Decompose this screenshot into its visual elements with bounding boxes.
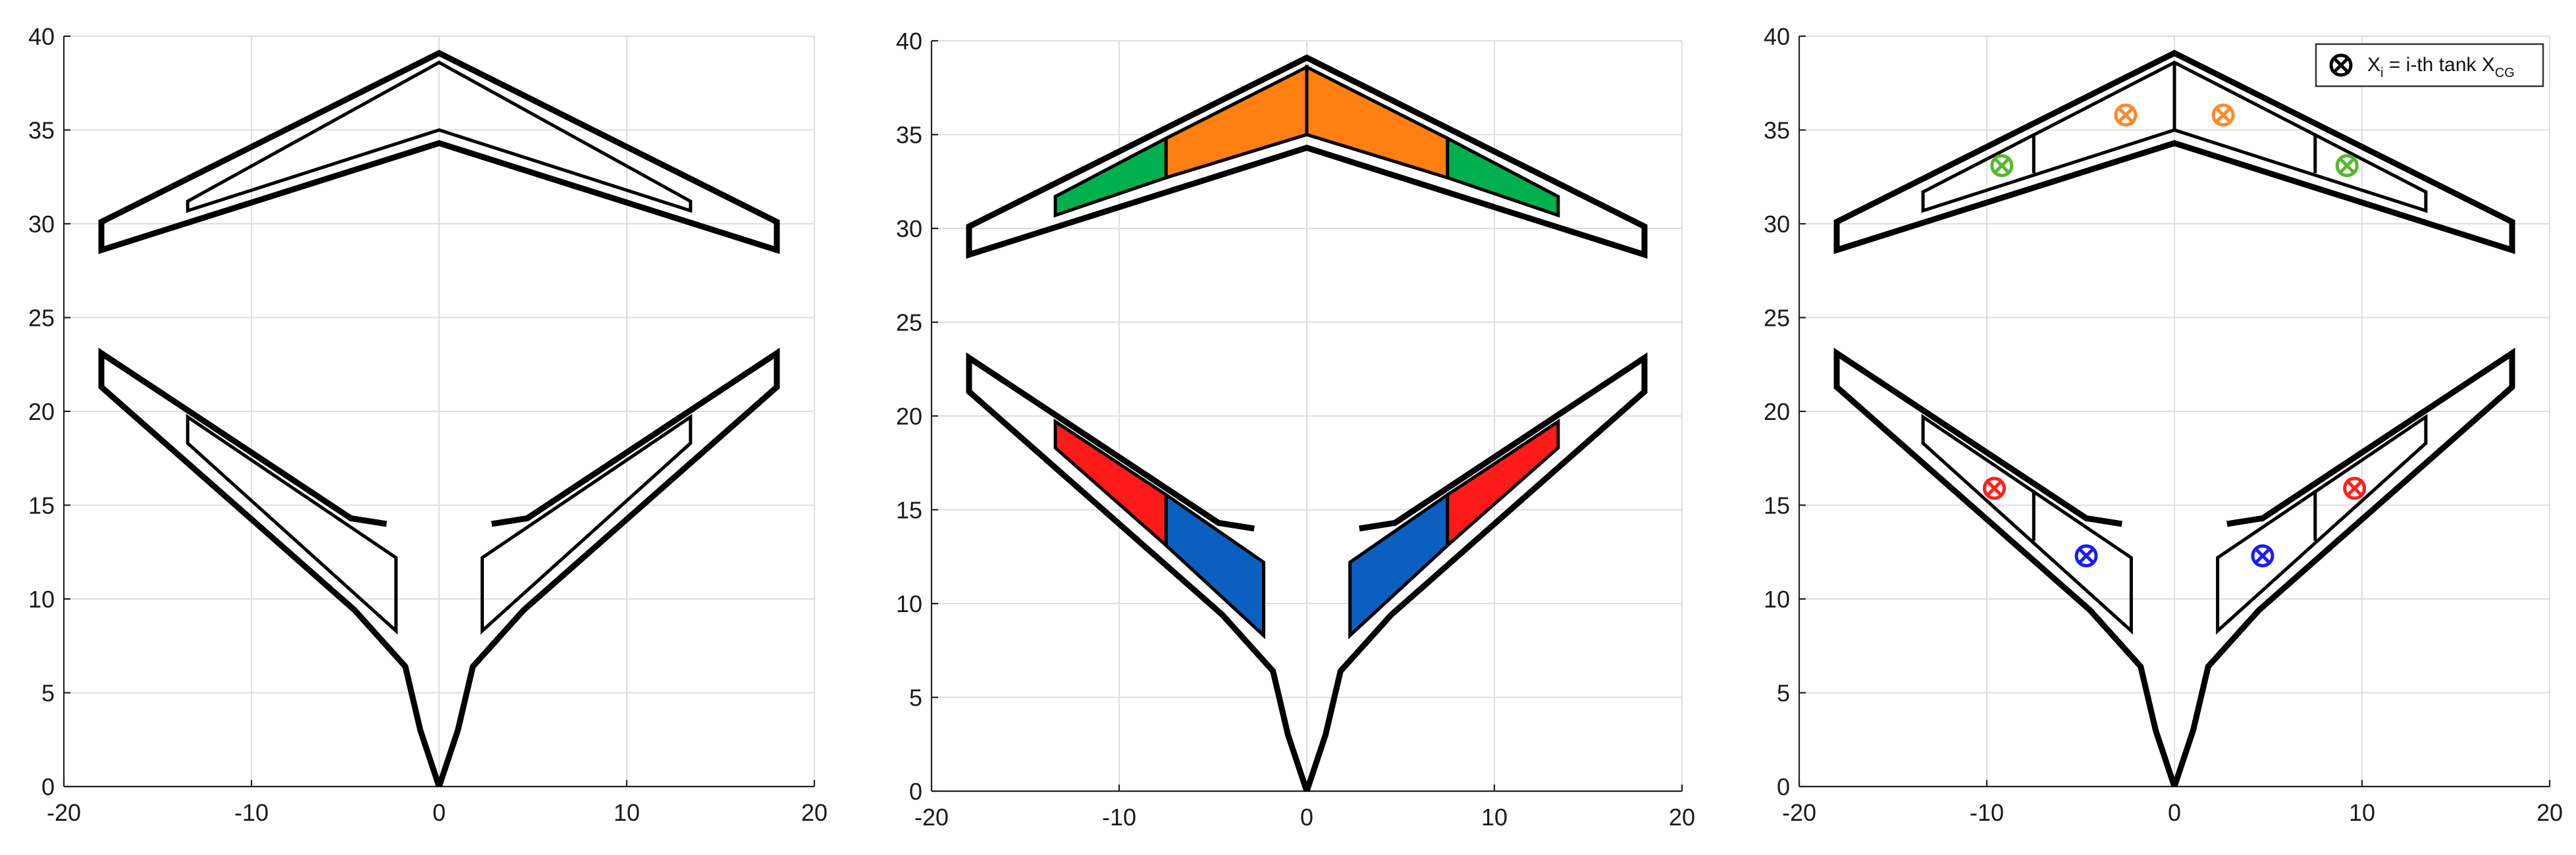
outline-rear-wing-right (2171, 348, 2515, 788)
x-tick-label: -20 (47, 799, 81, 826)
y-tick-label: 20 (896, 403, 922, 430)
x-tick-label: 0 (433, 799, 446, 826)
tank-rear-tank-left (186, 413, 398, 635)
y-tick-label: 0 (909, 778, 922, 805)
y-tick-label: 5 (909, 685, 922, 712)
legend: Xi = i-th tank XCG (2315, 43, 2544, 88)
x-tick-label: 20 (801, 799, 828, 826)
y-tick-label: 10 (28, 586, 55, 613)
y-tick-label: 5 (41, 680, 55, 707)
x-tick-label: 20 (1669, 804, 1695, 831)
panel-tanks-colored: -20 -10 0 10 20 0 5 10 15 20 25 30 35 40 (896, 28, 1695, 831)
y-tick-label: 40 (1764, 23, 1790, 50)
panel-tank-cg: -20 -10 0 10 20 0 5 10 15 20 25 30 35 40 Xi = i-th tan… (1764, 23, 2563, 826)
y-tick-label: 10 (896, 590, 922, 617)
y-tick-label: 25 (896, 309, 922, 336)
outline-front-wing (98, 49, 780, 255)
x-tick-label: 0 (2168, 799, 2181, 826)
y-tick-label: 25 (1764, 305, 1790, 332)
y-tick-label: 30 (1764, 211, 1790, 238)
cg-marker (2114, 103, 2138, 127)
outline-rear-wing-left (98, 348, 442, 788)
cg-marker (2251, 544, 2274, 567)
y-tick-label: 15 (1764, 492, 1790, 519)
x-tick-label: 20 (2537, 799, 2563, 826)
panel-outline: -20 -10 0 10 20 0 5 10 15 20 25 30 35 40 (28, 23, 828, 826)
outline-rear-wing-left (1833, 348, 2178, 788)
x-tick-label: 0 (1300, 804, 1313, 831)
y-tick-label: 20 (1764, 398, 1790, 425)
y-tick-label: 15 (896, 497, 922, 524)
y-tick-label: 20 (28, 398, 55, 425)
outline-rear-wing-left (966, 352, 1310, 792)
x-tick-label: -10 (234, 799, 269, 826)
cg-marker (2074, 544, 2098, 567)
x-tick-label: -20 (914, 804, 949, 831)
tank-front-outer-right (1446, 136, 1560, 218)
y-tick-label: 0 (41, 773, 55, 800)
y-tick-label: 0 (1777, 773, 1790, 800)
cg-marker (1982, 477, 2006, 500)
x-tick-label: 10 (1481, 804, 1508, 831)
tank-rear-tank-right (481, 413, 693, 635)
y-tick-label: 40 (896, 28, 922, 55)
y-tick-label: 35 (896, 122, 922, 149)
y-tick-label: 35 (28, 117, 55, 144)
x-tick-label: 10 (614, 799, 640, 826)
legend-label: Xi = i-th tank XCG (2367, 54, 2515, 80)
cg-marker (1990, 154, 2014, 178)
tank-front-inner-right (1305, 64, 1450, 180)
tank-front-tank (186, 61, 693, 213)
y-tick-label: 30 (896, 215, 922, 242)
y-tick-label: 10 (1764, 586, 1790, 613)
outline-front-wing (966, 54, 1648, 259)
tank-rear-inner-left (1164, 491, 1265, 640)
y-tick-label: 15 (28, 492, 55, 519)
y-tick-label: 40 (28, 23, 55, 50)
y-tick-label: 35 (1764, 117, 1790, 144)
tank-rear-tank-right (2216, 413, 2428, 635)
x-tick-label: -20 (1782, 799, 1816, 826)
x-tick-label: 10 (2349, 799, 2375, 826)
cg-marker (2335, 154, 2359, 178)
y-tick-label: 30 (28, 211, 55, 238)
y-tick-label: 25 (28, 305, 55, 332)
tank-rear-outer-right (1446, 418, 1560, 550)
tank-rear-inner-right (1348, 491, 1450, 640)
x-tick-label: -10 (1970, 799, 2004, 826)
legend-cg-icon (2329, 53, 2353, 77)
cg-marker (2343, 477, 2367, 500)
tank-front-inner-left (1164, 64, 1309, 180)
y-tick-label: 5 (1777, 680, 1790, 707)
outline-rear-wing-right (436, 348, 780, 788)
cg-marker (2211, 103, 2235, 127)
tank-rear-tank-left (1921, 413, 2133, 635)
outline-rear-wing-right (1303, 352, 1648, 792)
outline-front-wing (1833, 49, 2515, 255)
x-tick-label: -10 (1102, 804, 1136, 831)
